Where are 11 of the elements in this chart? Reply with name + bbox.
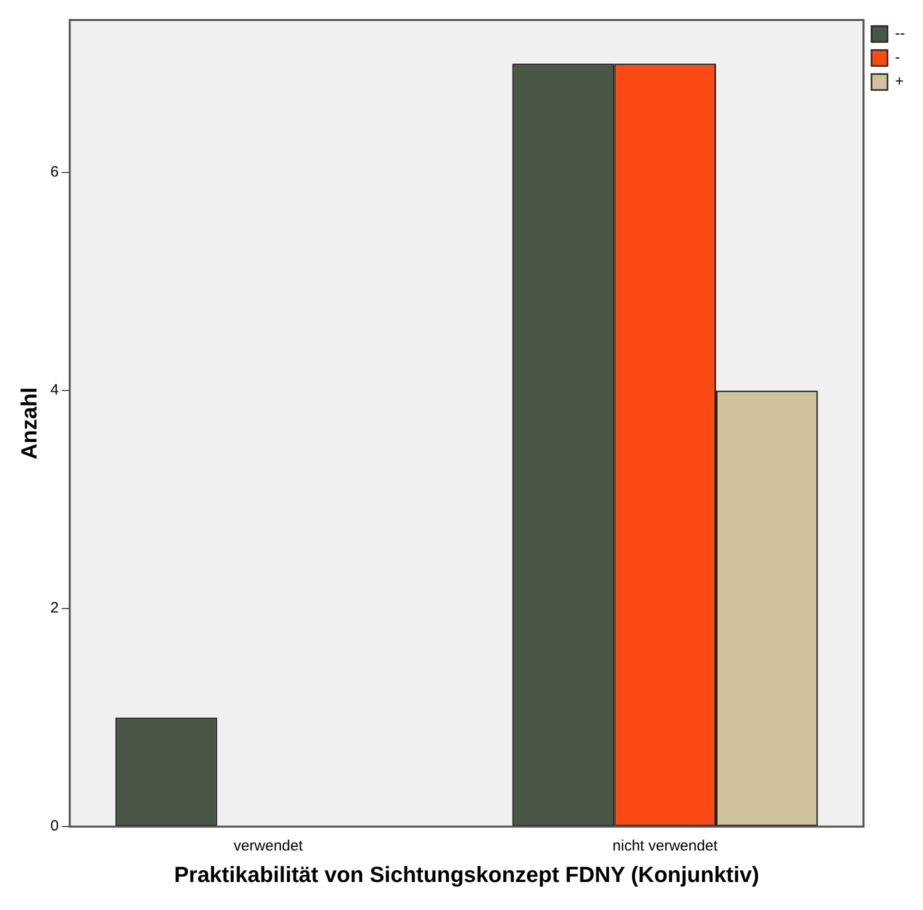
x-tick-label: verwendet	[234, 838, 304, 855]
legend-label: --	[895, 25, 906, 42]
y-tick-label: 2	[50, 600, 59, 617]
y-tick-label: 4	[50, 382, 59, 399]
y-tick-label: 0	[50, 818, 59, 835]
y-axis-title: Anzahl	[16, 387, 42, 460]
y-tick-label: 6	[50, 164, 59, 181]
x-tick-label: nicht verwendet	[612, 838, 718, 855]
x-axis-title: Praktikabilität von Sichtungskonzept FDNY (Konjunktiv)	[174, 862, 760, 887]
legend-label: -	[895, 49, 900, 66]
legend-label: +	[895, 73, 904, 90]
